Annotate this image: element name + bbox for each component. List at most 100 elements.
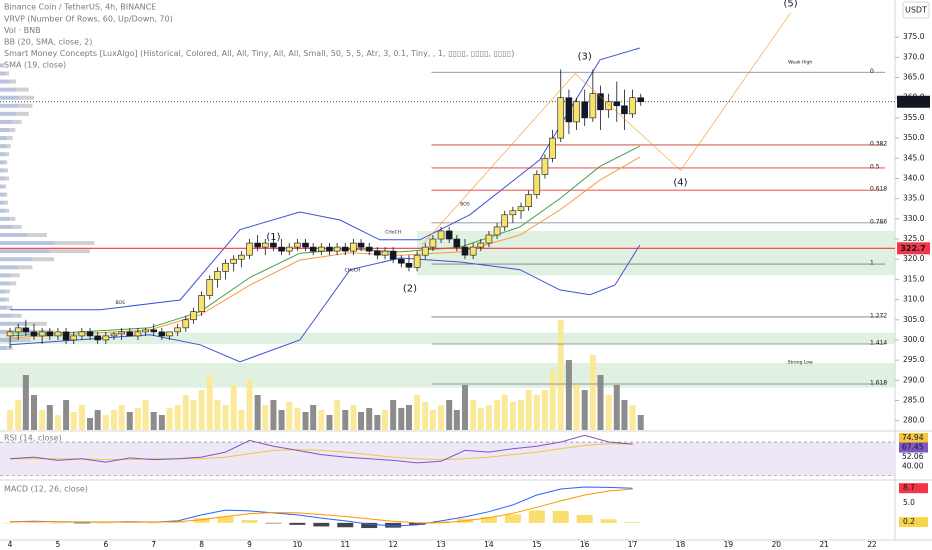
- volume-bar: [525, 390, 532, 430]
- profile-up: [0, 128, 9, 133]
- macd-histogram: [121, 522, 138, 523]
- profile-up: [0, 321, 27, 326]
- volume-bar: [63, 400, 70, 430]
- candle-body: [533, 174, 541, 195]
- candle-body: [126, 331, 134, 337]
- rsi-price-box: [899, 442, 928, 453]
- smc-label: CHoCH: [345, 268, 361, 274]
- candle-body: [501, 214, 509, 228]
- candle-body: [246, 242, 253, 256]
- volume-bar: [557, 320, 564, 430]
- volume-bar: [134, 408, 141, 430]
- profile-up: [0, 103, 18, 108]
- profile-down: [3, 184, 7, 189]
- candle-body: [261, 242, 269, 248]
- macd-histogram: [504, 514, 521, 523]
- candle-body: [374, 250, 381, 256]
- y-tick-label: 370.0: [903, 52, 925, 61]
- indicator-legend: Smart Money Concepts [LuxAlgo] (Historic…: [4, 49, 514, 58]
- macd-price-box: [899, 517, 928, 528]
- profile-up: [0, 337, 18, 342]
- profile-up: [0, 265, 18, 270]
- volume-bar: [87, 418, 94, 430]
- y-tick-label: 325.0: [903, 234, 925, 243]
- profile-up: [0, 224, 13, 229]
- macd-histogram: [624, 522, 641, 523]
- x-tick-label: 11: [340, 540, 350, 549]
- y-tick-label: 350.0: [903, 133, 925, 142]
- volume-bar: [477, 408, 484, 430]
- volume-bar: [254, 395, 261, 430]
- candle-body: [14, 327, 22, 333]
- macd-title: MACD (12, 26, close): [4, 485, 88, 494]
- macd-histogram: [361, 522, 378, 529]
- candle-body: [302, 242, 309, 248]
- fib-label: 1.414: [870, 340, 887, 347]
- rsi-price-label: 40.00: [902, 462, 924, 471]
- candle-body: [118, 331, 125, 335]
- currency-box[interactable]: [902, 1, 930, 19]
- volume-bar: [206, 375, 213, 430]
- candle-body: [493, 226, 501, 236]
- volume-bar: [589, 355, 596, 430]
- volume-bar: [46, 405, 53, 430]
- profile-up: [0, 168, 5, 173]
- profile-up: [0, 305, 8, 310]
- volume-bar: [158, 415, 165, 430]
- volume-bar: [302, 412, 309, 430]
- volume-bar: [581, 390, 588, 430]
- candle-body: [365, 246, 373, 252]
- profile-up: [0, 160, 5, 165]
- candle-body: [621, 105, 628, 115]
- candle-body: [350, 242, 357, 252]
- rsi-title: RSI (14, close): [4, 434, 62, 443]
- macd-histogram: [145, 522, 162, 524]
- profile-down: [7, 136, 13, 141]
- volume-bar: [509, 402, 516, 430]
- x-tick-label: 7: [151, 540, 156, 549]
- volume-bar: [637, 415, 644, 430]
- profile-down: [49, 249, 90, 254]
- volume-bar: [501, 395, 508, 430]
- profile-down: [19, 95, 35, 100]
- candle-body: [6, 331, 14, 337]
- profile-down: [27, 232, 47, 237]
- volume-bar: [110, 410, 117, 430]
- candle-body: [110, 333, 118, 337]
- profile-down: [18, 103, 33, 108]
- candle-body: [517, 206, 525, 212]
- profile-down: [7, 305, 13, 310]
- candle-body: [565, 97, 573, 123]
- macd-histogram: [241, 520, 258, 523]
- profile-down: [16, 87, 29, 92]
- macd-histogram: [49, 522, 66, 524]
- currency: USDT: [905, 6, 927, 15]
- profile-up: [0, 79, 9, 84]
- macd-histogram: [313, 522, 330, 527]
- level-price: 322.7: [900, 244, 925, 253]
- volume-bar: [414, 395, 421, 430]
- candle-body: [333, 246, 341, 252]
- candle-body: [270, 242, 277, 248]
- candle-body: [86, 331, 94, 337]
- profile-up: [0, 136, 8, 141]
- candle-body: [94, 335, 101, 341]
- rsi-price-label: 74.94: [902, 433, 924, 442]
- last-price-box: [897, 95, 930, 108]
- profile-up: [0, 87, 17, 92]
- level-price-box: [897, 242, 930, 255]
- y-tick-label: 320.0: [903, 254, 925, 263]
- profile-up: [0, 144, 7, 149]
- volume-bar: [39, 410, 46, 430]
- volume-bar: [565, 360, 572, 430]
- x-tick-label: 5: [56, 540, 61, 549]
- candle-body: [429, 238, 437, 248]
- candle-body: [190, 311, 197, 321]
- profile-up: [0, 257, 32, 262]
- candle-body: [525, 194, 532, 208]
- volume-bar: [533, 395, 540, 430]
- volume-bar: [629, 405, 636, 430]
- volume-bar: [15, 400, 22, 430]
- volume-bar: [278, 410, 285, 430]
- profile-up: [0, 216, 9, 221]
